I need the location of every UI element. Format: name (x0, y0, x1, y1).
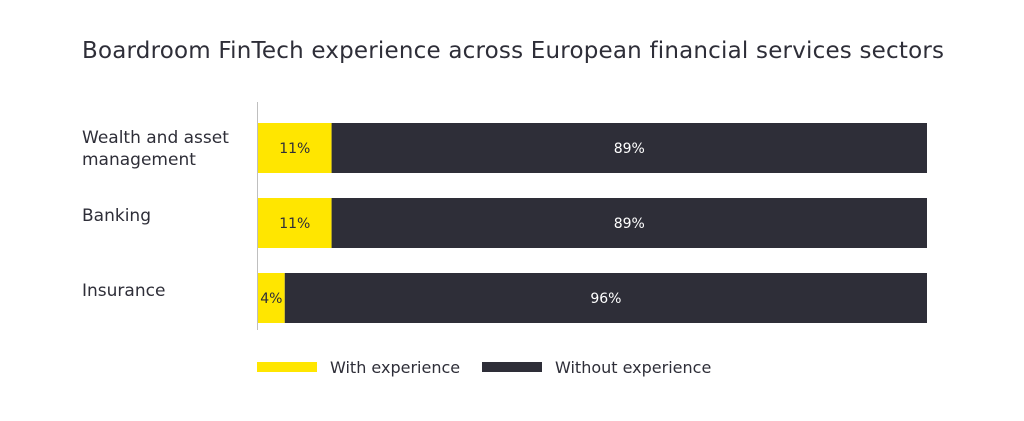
bar-without-experience (284, 273, 927, 323)
bar-with-experience (258, 198, 332, 248)
bar-with-experience (258, 123, 332, 173)
bar-value-label: 11% (279, 216, 310, 232)
bar-without-experience (331, 198, 928, 248)
chart-title: Boardroom FinTech experience across Euro… (82, 38, 945, 64)
bar-value-label: 96% (590, 291, 621, 307)
bar-value-label: 89% (614, 216, 645, 232)
category-label: Banking (82, 206, 151, 226)
bar-value-label: 11% (279, 141, 310, 157)
category-label: Wealth and asset management (82, 128, 229, 170)
legend-swatch (257, 362, 317, 372)
bar-value-label: 89% (614, 141, 645, 157)
bars-group: Wealth and asset management 11% 89% Banking 1… (82, 123, 928, 323)
legend: With experience Without experience (257, 358, 711, 377)
bar-without-experience (331, 123, 928, 173)
bar-value-label: 4% (260, 291, 282, 307)
legend-label: With experience (330, 358, 460, 377)
category-label: Insurance (82, 281, 165, 301)
legend-swatch (482, 362, 542, 372)
legend-label: Without experience (555, 358, 711, 377)
bar-with-experience (258, 273, 285, 323)
